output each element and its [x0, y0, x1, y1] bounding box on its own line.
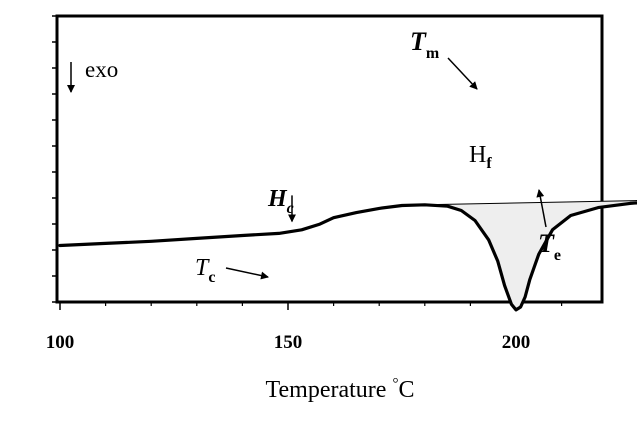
tc-arrow: [225, 267, 269, 280]
te-arrow: [536, 189, 547, 228]
x-tick-label: 150: [274, 332, 303, 353]
te-label: Te: [538, 229, 561, 264]
x-tick-label: 200: [502, 332, 531, 353]
hf-label: Hf: [469, 142, 492, 172]
x-axis-tick-labels: 100150200250300350: [46, 332, 531, 353]
x-tick-label: 100: [46, 332, 75, 353]
crystallization-area-fill: [424, 200, 637, 310]
tc-label: Tc: [195, 255, 215, 286]
crystallization-baseline: [424, 200, 637, 206]
plot-area: [55, 14, 604, 304]
y-axis-ticks: [52, 15, 57, 303]
dsc-curve: [58, 201, 637, 312]
tm-label: Tm: [410, 27, 440, 62]
hc-label: Hc: [267, 186, 294, 217]
x-axis-title: Temperature °C: [266, 376, 415, 403]
tm-arrow: [447, 57, 478, 90]
exo-label: exo: [85, 57, 118, 82]
